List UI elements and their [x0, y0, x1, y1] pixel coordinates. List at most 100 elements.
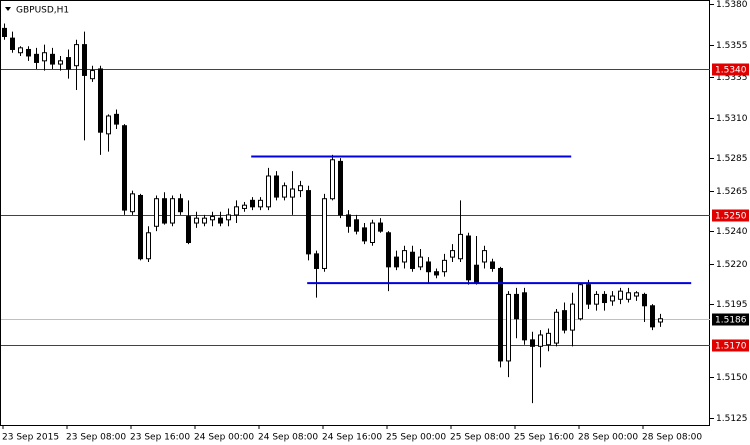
- level-label: 1.5186: [715, 316, 747, 326]
- level-label-box: [712, 313, 749, 326]
- candle-body: [114, 113, 119, 125]
- x-tick-label: 28 Sep 08:00: [642, 433, 702, 443]
- y-tick-label: 1.5285: [716, 154, 748, 164]
- candle-body: [122, 125, 127, 211]
- y-tick-label: 1.5125: [716, 414, 748, 424]
- candle-body: [658, 318, 663, 323]
- candle-body: [66, 57, 71, 70]
- candle-body: [410, 251, 415, 269]
- candle-body: [266, 175, 271, 208]
- candle-body: [10, 37, 15, 50]
- candle-body: [426, 261, 431, 273]
- candle-body: [210, 216, 215, 221]
- candle-body: [2, 27, 7, 37]
- y-tick-label: 1.5195: [716, 300, 748, 310]
- x-tick-label: 23 Sep 2015: [2, 433, 59, 443]
- candle-body: [634, 292, 639, 297]
- y-tick-label: 1.5355: [716, 41, 748, 51]
- candle-body: [442, 259, 447, 273]
- y-tick-label: 1.5335: [716, 73, 748, 83]
- candle-body: [322, 198, 327, 269]
- candle-body: [194, 217, 199, 224]
- candle-body: [650, 305, 655, 328]
- candle-body: [346, 214, 351, 227]
- candle-body: [546, 332, 551, 346]
- candle-body: [554, 311, 559, 344]
- chart-title: GBPUSD,H1: [16, 6, 69, 16]
- level-label-box: [712, 209, 749, 222]
- candle-body: [466, 235, 471, 281]
- candle-body: [434, 271, 439, 276]
- candle-body: [138, 194, 143, 260]
- candle-body: [26, 48, 31, 57]
- candle-body: [146, 232, 151, 260]
- candle-body: [58, 60, 63, 65]
- candle-body: [98, 68, 103, 133]
- level-label: 1.5340: [715, 66, 747, 76]
- y-tick-label: 1.5220: [716, 260, 748, 270]
- candle-body: [186, 216, 191, 244]
- candle-body: [490, 261, 495, 269]
- candle-body: [474, 264, 479, 284]
- candle-body: [370, 222, 375, 244]
- level-label: 1.5170: [715, 342, 747, 352]
- candle-body: [306, 190, 311, 255]
- x-tick-label: 25 Sep 00:00: [386, 433, 446, 443]
- candle-body: [618, 290, 623, 300]
- candle-body: [282, 185, 287, 198]
- menu-arrow[interactable]: [5, 7, 11, 11]
- candle-body: [602, 293, 607, 304]
- candle-body: [418, 256, 423, 268]
- candle-body: [362, 227, 367, 242]
- candle-body: [18, 47, 23, 54]
- candle-body: [458, 233, 463, 260]
- candle-body: [338, 160, 343, 216]
- candle-body: [514, 293, 519, 320]
- y-tick-label: 1.5150: [716, 373, 748, 383]
- candle-body: [586, 284, 591, 305]
- x-tick-label: 23 Sep 08:00: [66, 433, 126, 443]
- x-tick-label: 28 Sep 00:00: [578, 433, 638, 443]
- candle-body: [90, 70, 95, 80]
- x-tick-label: 23 Sep 16:00: [130, 433, 190, 443]
- y-tick-label: 1.5265: [716, 187, 748, 197]
- candle-body: [642, 293, 647, 307]
- x-tick-label: 24 Sep 16:00: [322, 433, 382, 443]
- candle-body: [178, 198, 183, 213]
- y-tick-label: 1.5380: [716, 0, 748, 10]
- candle-body: [314, 253, 319, 269]
- candle-body: [258, 199, 263, 208]
- candle-body: [162, 198, 167, 224]
- candle-body: [298, 185, 303, 192]
- candle-body: [226, 214, 231, 221]
- candle-body: [498, 267, 503, 362]
- candle-body: [570, 303, 575, 331]
- candle-body: [386, 232, 391, 268]
- x-tick-label: 24 Sep 08:00: [258, 433, 318, 443]
- candle-body: [42, 52, 47, 62]
- candle-body: [506, 293, 511, 362]
- candle-body: [482, 250, 487, 263]
- candle-body: [50, 53, 55, 65]
- candle-body: [562, 310, 567, 331]
- candle-body: [106, 115, 111, 135]
- candle-body: [610, 295, 615, 302]
- candle-body: [250, 199, 255, 208]
- candle-body: [538, 334, 543, 347]
- candle-body: [378, 222, 383, 232]
- candle-body: [218, 217, 223, 224]
- candle-body: [394, 256, 399, 268]
- y-tick-label: 1.5240: [716, 227, 748, 237]
- x-tick-label: 25 Sep 08:00: [450, 433, 510, 443]
- level-label-box: [712, 63, 749, 76]
- candle-body: [154, 198, 159, 227]
- candle-body: [170, 198, 175, 224]
- y-tick-label: 1.5310: [716, 114, 748, 124]
- candle-body: [74, 44, 79, 67]
- candle-body: [82, 44, 87, 76]
- candle-body: [234, 206, 239, 216]
- candle-body: [578, 284, 583, 320]
- candle-body: [34, 53, 39, 63]
- candle-body: [274, 175, 279, 198]
